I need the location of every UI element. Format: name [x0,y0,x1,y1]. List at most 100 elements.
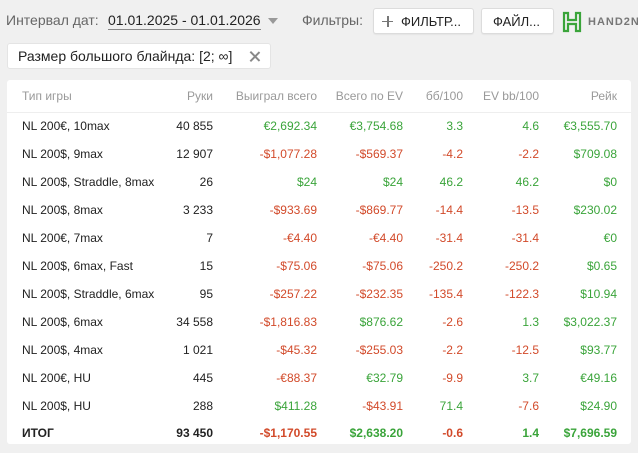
ev-total-cell: -$255.03 [355,343,403,357]
hands-cell: 26 [199,175,213,189]
table-row[interactable]: NL 200$, Straddle, 6max 95 -$257.22 -$232.3… [7,280,631,308]
ev-bb100-cell: 1.4 [522,426,539,440]
ev-total-cell: -$869.77 [355,203,403,217]
bb100-cell: -135.4 [428,287,463,301]
ev-bb100-cell: 1.3 [522,315,539,329]
game-type-cell: NL 200$, 8max [22,203,103,217]
rake-cell: $24.90 [580,399,617,413]
col-header-game-type[interactable]: Тип игры [7,80,157,113]
ev-bb100-cell: -12.5 [511,343,539,357]
game-type-cell: NL 200€, HU [22,371,91,385]
bb100-cell: 46.2 [439,175,463,189]
rake-cell: €49.16 [580,371,617,385]
file-button-label: ФАЙЛ... [493,13,540,29]
col-header-bb100[interactable]: бб/100 [417,80,477,113]
col-header-ev-bb100[interactable]: EV bb/100 [477,80,553,113]
table-row[interactable]: NL 200€, 7max 7 -€4.40 -€4.40 -31.4 -31.4 €0 [7,224,631,252]
table-row[interactable]: NL 200$, 6max 34 558 -$1,816.83 $876.62 -2.6… [7,308,631,336]
hands-cell: 12 907 [176,147,213,161]
rake-cell: $709.08 [573,147,617,161]
ev-total-cell: $2,638.20 [349,426,403,440]
won-total-cell: -$257.22 [269,287,317,301]
ev-bb100-cell: -13.5 [511,203,539,217]
table-row[interactable]: NL 200€, 10max 40 855 €2,692.34 €3,754.68 3.… [7,112,631,140]
col-header-rake[interactable]: Рейк [553,80,631,113]
bb100-cell: -250.2 [428,259,463,273]
game-type-cell: NL 200$, 6max, Fast [22,259,133,273]
ev-total-cell: -$569.37 [355,147,403,161]
won-total-cell: -$45.32 [276,343,317,357]
rake-cell: $7,696.59 [563,426,617,440]
table-row[interactable]: NL 200$, 6max, Fast 15 -$75.06 -$75.06 -250.… [7,252,631,280]
bb100-cell: -2.6 [442,315,463,329]
table-row[interactable]: NL 200$, Straddle, 8max 26 $24 $24 46.2 46.2 $… [7,168,631,196]
bb100-cell: -4.2 [442,147,463,161]
toolbar: Интервал дат: 01.01.2025 - 01.01.2026 Фи… [0,0,638,42]
rake-cell: $3,022.37 [563,315,617,329]
col-header-hands[interactable]: Руки [157,80,227,113]
bb100-cell: -9.9 [442,371,463,385]
table-row[interactable]: NL 200$, 8max 3 233 -$933.69 -$869.77 -14.4 -… [7,196,631,224]
ev-bb100-cell: 46.2 [515,175,539,189]
rake-cell: $0 [603,175,617,189]
filter-chip-big-blind[interactable]: Размер большого блайнда: [2; ∞] [7,43,271,69]
won-total-cell: $24 [296,175,317,189]
won-total-cell: -€88.37 [276,371,317,385]
won-total-cell: -$1,816.83 [259,315,317,329]
ev-bb100-cell: -122.3 [504,287,539,301]
hands-cell: 15 [199,259,213,273]
game-type-cell: NL 200$, Straddle, 8max [22,175,155,189]
col-header-won-total[interactable]: Выиграл всего [227,80,331,113]
won-total-cell: €2,692.34 [263,119,317,134]
game-type-cell: NL 200€, 10max [22,119,110,134]
file-button[interactable]: ФАЙЛ... [481,8,554,34]
won-total-cell: -$1,077.28 [259,147,317,161]
ev-total-cell: -€4.40 [368,231,403,245]
filters-label: Фильтры: [302,12,363,28]
hands-cell: 40 855 [176,119,213,134]
rake-cell: $230.02 [573,203,617,217]
bb100-cell: 71.4 [439,399,463,413]
game-type-cell: NL 200$, 6max [22,315,103,329]
hand2note-logo: HAND2N [561,10,638,34]
close-icon[interactable] [249,51,260,62]
ev-bb100-cell: -31.4 [511,231,539,245]
game-type-cell: ИТОГ [22,426,54,440]
ev-total-cell: $24 [382,175,403,189]
table-total-row[interactable]: ИТОГ 93 450 -$1,170.55 $2,638.20 -0.6 1.4 $7,6… [7,420,631,446]
ev-total-cell: $876.62 [359,315,403,329]
hands-cell: 95 [199,287,213,301]
game-type-cell: NL 200$, HU [22,399,91,413]
chevron-down-icon[interactable] [268,18,278,24]
game-type-cell: NL 200€, 7max [22,231,103,245]
col-header-ev-total[interactable]: Всего по EV [331,80,417,113]
ev-total-cell: €3,754.68 [349,119,403,134]
date-range-selector[interactable]: 01.01.2025 - 01.01.2026 [108,12,261,30]
table-row[interactable]: NL 200$, HU 288 $411.28 -$43.91 71.4 -7.6 $24.… [7,392,631,420]
ev-bb100-cell: -7.6 [518,399,539,413]
table-row[interactable]: NL 200$, 9max 12 907 -$1,077.28 -$569.37 -4.… [7,140,631,168]
bb100-cell: -2.2 [442,343,463,357]
hands-cell: 7 [206,231,213,245]
won-total-cell: $411.28 [274,399,318,413]
hands-cell: 3 233 [182,203,213,217]
won-total-cell: -$75.06 [276,259,317,273]
ev-total-cell: €32.79 [366,371,403,385]
logo-text: HAND2N [588,16,638,28]
ev-bb100-cell: -250.2 [504,259,539,273]
hands-cell: 93 450 [176,426,213,440]
add-filter-button[interactable]: ФИЛЬТР... [373,8,474,34]
game-type-cell: NL 200$, 4max [22,343,103,357]
rake-cell: $93.77 [580,343,617,357]
bb100-cell: -31.4 [435,231,463,245]
game-type-cell: NL 200$, 9max [22,147,103,161]
hands-cell: 445 [192,371,213,385]
table-row[interactable]: NL 200€, HU 445 -€88.37 €32.79 -9.9 3.7 €49.16 [7,364,631,392]
hands-cell: 34 558 [176,315,213,329]
ev-bb100-cell: 4.6 [522,119,539,134]
hands-cell: 1 021 [182,343,213,357]
table-header-row: Тип игры Руки Выиграл всего Всего по EV … [7,80,631,113]
table-row[interactable]: NL 200$, 4max 1 021 -$45.32 -$255.03 -2.2 -12… [7,336,631,364]
won-total-cell: -$1,170.55 [259,426,317,440]
won-total-cell: -$933.69 [269,203,317,217]
